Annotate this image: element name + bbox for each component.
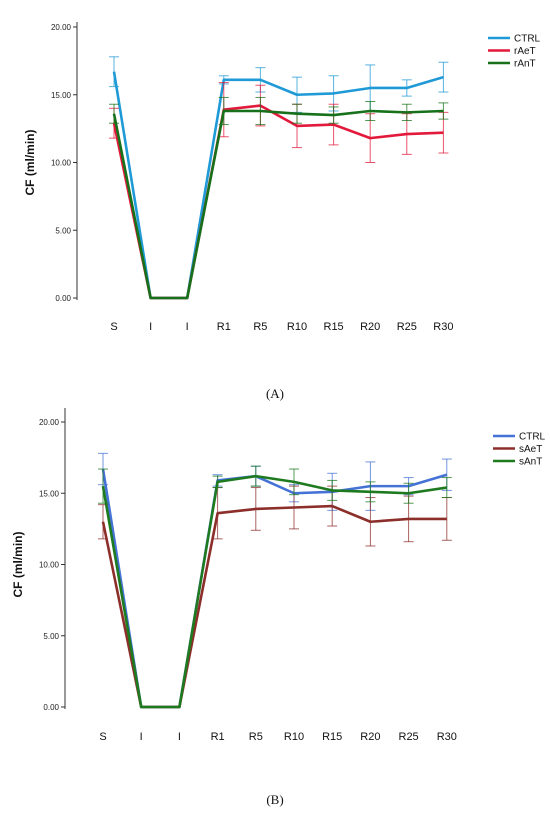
panel-b-y-axis-label: CF (ml/min) (11, 532, 25, 598)
panel-b-chart: 0.00 5.00 10.00 15.00 20.00 CF (ml/min) S I I R1 R… (11, 408, 546, 743)
panel-b-line-saet (101, 504, 447, 709)
panel-a-y-tick-label: 15.00 (51, 91, 72, 100)
panel-a-x-tick-label: I (186, 321, 189, 333)
panel-b-y-tick-label: 10.00 (39, 561, 60, 570)
panel-a-panel-label: (A) (266, 386, 284, 401)
panel-a-x-tick-label: R20 (360, 321, 380, 333)
panel-a-y-tick-label: 20.00 (51, 23, 72, 32)
panel-b-y-tick-label: 15.00 (39, 489, 60, 498)
panel-a-x-tick-label: R1 (217, 321, 231, 333)
panel-a-series-ctrl (109, 56, 449, 300)
panel-b-x-tick-label: R1 (211, 731, 225, 743)
panel-a-y-tick-label: 5.00 (55, 226, 71, 235)
panel-b-legend-label: sAeT (519, 444, 542, 455)
panel-a-series-rant (109, 96, 449, 300)
panel-a-line-rant (112, 109, 444, 300)
panel-a-legend-label: rAnT (514, 59, 536, 70)
panel-b-series-ctrl (98, 452, 452, 709)
panel-b-legend-label: sAnT (519, 457, 542, 468)
panel-a-x-tick-label: S (110, 321, 117, 333)
panel-a-y-tick-label: 0.00 (55, 294, 71, 303)
panel-a-x-tick-label: R10 (287, 321, 307, 333)
panel-b-legend-label: CTRL (519, 432, 546, 443)
panel-a-y-axis-label: CF (ml/min) (23, 130, 37, 196)
panel-b-series-saet (98, 485, 452, 709)
panel-b-x-tick-label: R30 (437, 731, 457, 743)
panel-a-x-tick-label: R25 (397, 321, 417, 333)
panel-a-x-tick-label: R15 (324, 321, 344, 333)
panel-b-x-tick-label: I (140, 731, 143, 743)
panel-b-x-tick-label: S (99, 731, 106, 743)
panel-b-x-tick-label: R20 (360, 731, 380, 743)
panel-b-panel-label: (B) (266, 792, 283, 807)
panel-b-line-ctrl (101, 468, 448, 709)
panel-a-x-tick-label: R5 (253, 321, 267, 333)
panel-a-x-tick-label: R30 (433, 321, 453, 333)
panel-b-x-tick-label: R25 (399, 731, 419, 743)
panel-b-y-tick-label: 0.00 (43, 703, 59, 712)
panel-a-line-ctrl (112, 71, 444, 300)
panel-b-series-sant (98, 465, 452, 709)
panel-b-y-tick-label: 5.00 (43, 632, 59, 641)
panel-a-line-raet (112, 104, 444, 300)
panel-b-x-tick-label: R10 (284, 731, 304, 743)
panel-b-x-tick-label: I (178, 731, 181, 743)
panel-b-y-tick-label: 20.00 (39, 418, 60, 427)
panel-a-chart: 0.00 5.00 10.00 15.00 20.00 CF (ml/min) S I I R1 R… (23, 22, 541, 333)
panel-a-legend-label: rAeT (514, 46, 536, 57)
panel-b-x-tick-label: R5 (249, 731, 263, 743)
panel-a-x-tick-label: I (149, 321, 152, 333)
panel-a-series-raet (109, 82, 449, 300)
panel-a-legend-label: CTRL (514, 34, 541, 45)
panel-a-y-tick-label: 10.00 (51, 159, 72, 168)
panel-b-line-sant (101, 474, 447, 709)
panel-b-x-tick-label: R15 (322, 731, 342, 743)
